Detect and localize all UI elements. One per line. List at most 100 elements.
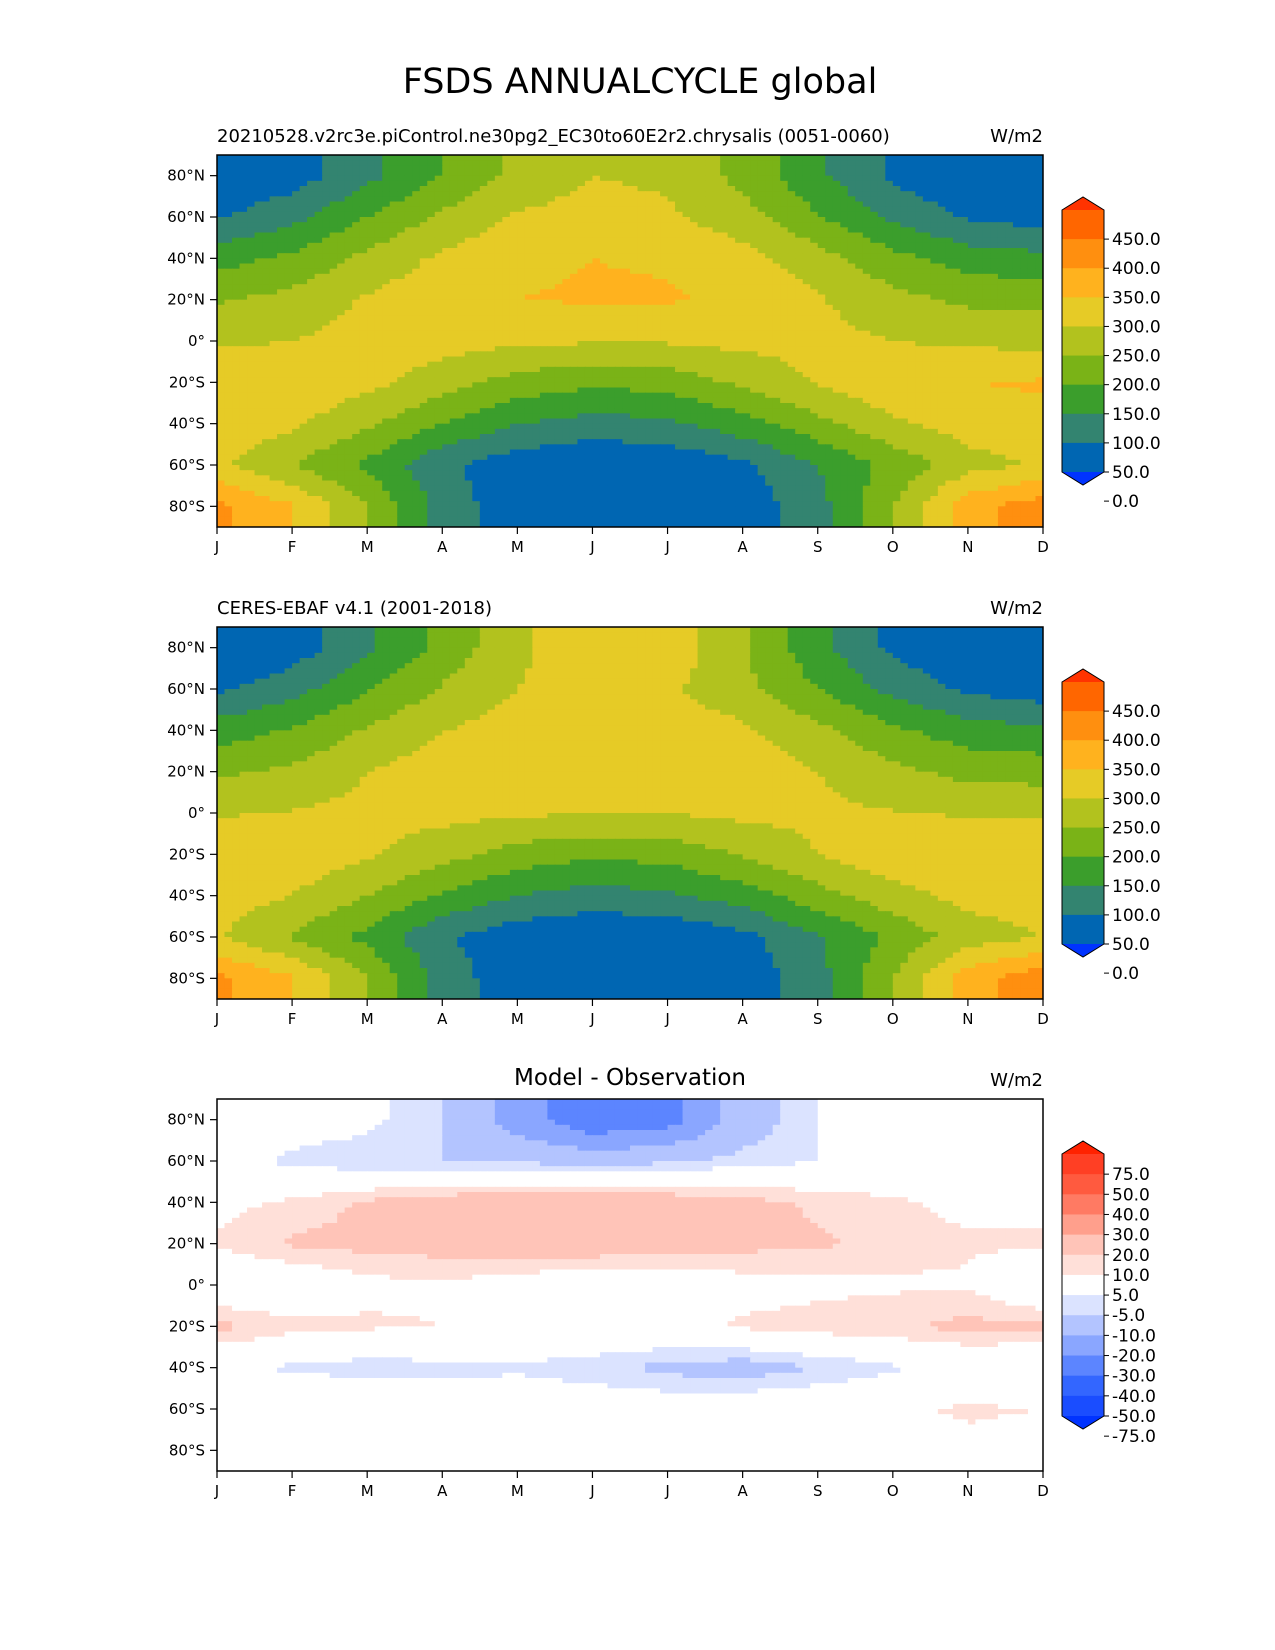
heatmap-cell (675, 258, 684, 265)
heatmap-cell (367, 227, 376, 234)
heatmap-cell (960, 258, 969, 265)
heatmap-cell (457, 206, 466, 213)
heatmap-cell (840, 165, 849, 172)
heatmap-cell (825, 175, 834, 182)
heatmap-cell (757, 180, 766, 187)
heatmap-cell (262, 377, 271, 383)
heatmap-cell (284, 165, 293, 172)
heatmap-cell (607, 284, 616, 290)
heatmap-cell (975, 299, 984, 306)
heatmap-cell (742, 170, 751, 177)
heatmap-cell (637, 330, 646, 337)
heatmap-cell (284, 299, 293, 306)
heatmap-cell (607, 217, 616, 223)
heatmap-cell (937, 253, 946, 259)
heatmap-cell (517, 356, 526, 363)
heatmap-cell (817, 155, 826, 161)
heatmap-cell (449, 351, 458, 358)
heatmap-cell (997, 377, 1007, 383)
heatmap-cell (930, 211, 939, 218)
heatmap-cell (877, 361, 886, 368)
heatmap-cell (412, 217, 421, 223)
heatmap-cell (720, 242, 729, 249)
heatmap-cell (539, 387, 548, 394)
heatmap-cell (907, 186, 916, 192)
heatmap-cell (765, 294, 774, 301)
heatmap-cell (825, 330, 834, 337)
heatmap-cell (232, 248, 241, 254)
heatmap-cell (720, 160, 729, 166)
heatmap-cell (397, 361, 406, 368)
heatmap-cell (840, 330, 849, 337)
heatmap-cell (502, 263, 511, 270)
heatmap-cell (660, 284, 669, 290)
heatmap-cell (382, 284, 391, 290)
heatmap-cell (524, 180, 533, 187)
heatmap-cell (344, 165, 353, 172)
heatmap-cell (374, 155, 383, 161)
heatmap-cell (832, 335, 841, 342)
heatmap-cell (705, 372, 714, 378)
heatmap-cell (690, 330, 699, 337)
heatmap-cell (847, 351, 856, 358)
heatmap-cell (765, 263, 774, 270)
heatmap-cell (419, 191, 428, 197)
heatmap-cell (952, 361, 961, 368)
heatmap-cell (404, 232, 413, 239)
heatmap-cell (682, 320, 691, 327)
heatmap-cell (712, 268, 721, 275)
heatmap-cell (329, 237, 338, 244)
heatmap-cell (952, 356, 961, 363)
heatmap-cell (1027, 273, 1037, 280)
heatmap-cell (1035, 170, 1043, 177)
heatmap-cell (720, 377, 729, 383)
heatmap-cell (224, 211, 233, 218)
heatmap-cell (337, 356, 346, 363)
heatmap-cell (284, 346, 293, 352)
heatmap-cell (795, 206, 804, 213)
heatmap-cell (442, 315, 451, 321)
heatmap-cell (825, 170, 834, 177)
heatmap-cell (217, 175, 226, 182)
heatmap-cell (817, 304, 826, 311)
heatmap-cell (509, 351, 518, 358)
heatmap-cell (622, 330, 631, 337)
heatmap-cell (757, 263, 766, 270)
heatmap-cell (412, 284, 421, 290)
heatmap-cell (817, 310, 826, 316)
heatmap-cell (277, 263, 286, 270)
heatmap-cell (802, 341, 811, 347)
heatmap-cell (269, 175, 278, 182)
heatmap-cell (765, 232, 774, 239)
heatmap-cell (434, 341, 443, 347)
heatmap-cell (487, 201, 496, 208)
heatmap-cell (967, 304, 977, 311)
heatmap-cell (442, 248, 451, 254)
heatmap-cell (554, 268, 564, 275)
heatmap-cell (502, 180, 511, 187)
heatmap-cell (892, 253, 901, 259)
heatmap-cell (780, 191, 789, 197)
heatmap-cell (1020, 248, 1029, 254)
heatmap-cell (344, 299, 353, 306)
heatmap-cell (870, 284, 879, 290)
heatmap-cell (419, 346, 428, 352)
heatmap-cell (915, 335, 924, 342)
heatmap-cell (742, 341, 751, 347)
heatmap-cell (757, 273, 766, 280)
heatmap-cell (329, 289, 338, 296)
heatmap-cell (487, 356, 496, 363)
heatmap-cell (870, 258, 879, 265)
heatmap-cell (982, 372, 992, 378)
heatmap-cell (412, 222, 421, 228)
heatmap-cell (404, 196, 413, 203)
heatmap-cell (232, 211, 241, 218)
heatmap-cell (359, 175, 368, 182)
heatmap-cell (442, 377, 451, 383)
heatmap-cell (254, 227, 263, 234)
heatmap-cell (502, 211, 511, 218)
heatmap-cell (217, 242, 226, 249)
heatmap-cell (877, 315, 886, 321)
heatmap-cell (412, 304, 421, 311)
heatmap-cell (787, 372, 796, 378)
